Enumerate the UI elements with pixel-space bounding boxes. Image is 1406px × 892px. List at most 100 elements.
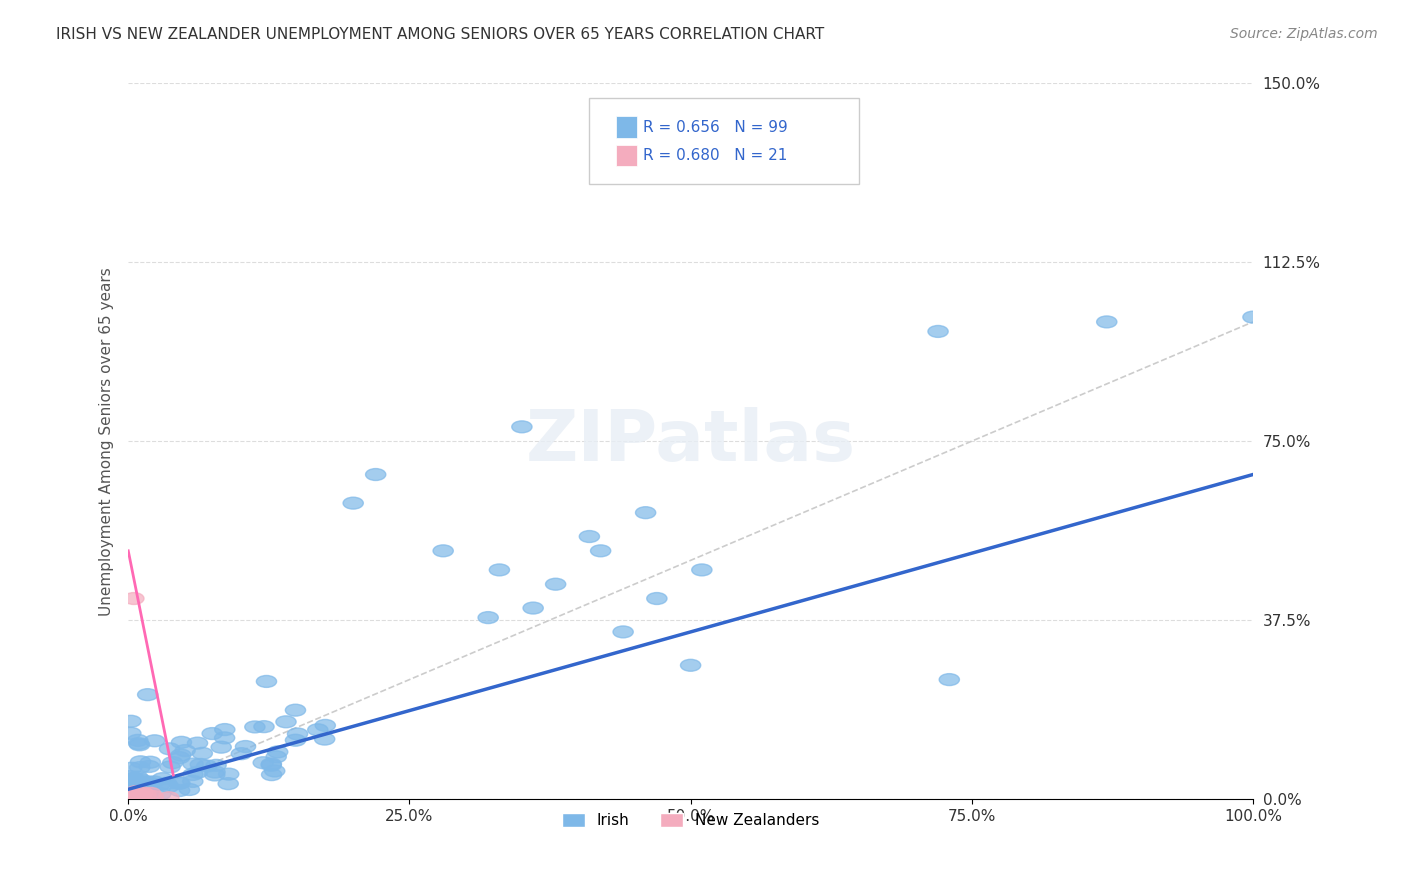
Ellipse shape xyxy=(512,421,531,433)
Ellipse shape xyxy=(235,740,256,753)
Ellipse shape xyxy=(636,507,655,518)
Ellipse shape xyxy=(218,768,239,780)
Ellipse shape xyxy=(141,788,160,799)
Ellipse shape xyxy=(128,790,148,803)
Ellipse shape xyxy=(139,761,159,772)
Ellipse shape xyxy=(159,792,179,804)
Ellipse shape xyxy=(187,737,208,749)
Ellipse shape xyxy=(170,749,191,761)
Ellipse shape xyxy=(121,792,141,804)
Ellipse shape xyxy=(124,789,143,801)
Ellipse shape xyxy=(121,788,142,800)
Ellipse shape xyxy=(138,689,157,700)
Ellipse shape xyxy=(231,747,252,760)
Ellipse shape xyxy=(120,791,139,803)
Ellipse shape xyxy=(124,592,143,605)
Ellipse shape xyxy=(143,790,163,803)
Ellipse shape xyxy=(1243,311,1263,323)
Ellipse shape xyxy=(262,759,281,772)
FancyBboxPatch shape xyxy=(616,145,637,167)
Ellipse shape xyxy=(613,626,633,638)
Ellipse shape xyxy=(546,578,565,591)
Ellipse shape xyxy=(129,784,150,797)
Ellipse shape xyxy=(129,762,150,773)
Ellipse shape xyxy=(160,761,180,772)
Ellipse shape xyxy=(131,756,150,768)
Ellipse shape xyxy=(193,747,212,759)
Ellipse shape xyxy=(135,778,155,789)
FancyBboxPatch shape xyxy=(616,116,637,137)
Ellipse shape xyxy=(187,766,208,778)
Ellipse shape xyxy=(285,704,305,716)
Ellipse shape xyxy=(256,675,277,688)
Ellipse shape xyxy=(125,789,146,801)
Ellipse shape xyxy=(928,326,948,337)
Text: IRISH VS NEW ZEALANDER UNEMPLOYMENT AMONG SENIORS OVER 65 YEARS CORRELATION CHAR: IRISH VS NEW ZEALANDER UNEMPLOYMENT AMON… xyxy=(56,27,824,42)
Text: R = 0.656   N = 99: R = 0.656 N = 99 xyxy=(644,120,789,135)
Ellipse shape xyxy=(124,775,145,788)
Ellipse shape xyxy=(122,791,142,804)
Ellipse shape xyxy=(205,766,225,778)
Ellipse shape xyxy=(128,734,148,747)
Ellipse shape xyxy=(132,787,153,799)
Ellipse shape xyxy=(478,612,498,624)
Ellipse shape xyxy=(262,769,281,780)
Ellipse shape xyxy=(262,758,281,770)
Ellipse shape xyxy=(245,721,264,733)
Ellipse shape xyxy=(170,785,190,797)
Text: ZIPatlas: ZIPatlas xyxy=(526,407,856,475)
Ellipse shape xyxy=(163,756,183,769)
Ellipse shape xyxy=(145,735,165,747)
Ellipse shape xyxy=(124,789,143,801)
Ellipse shape xyxy=(202,728,222,739)
Ellipse shape xyxy=(179,783,200,796)
Ellipse shape xyxy=(315,733,335,745)
Ellipse shape xyxy=(523,602,543,614)
Ellipse shape xyxy=(139,786,159,797)
Ellipse shape xyxy=(174,745,195,756)
Text: R = 0.680   N = 21: R = 0.680 N = 21 xyxy=(644,148,787,163)
Ellipse shape xyxy=(264,765,285,777)
Ellipse shape xyxy=(120,773,139,786)
Ellipse shape xyxy=(254,721,274,732)
Ellipse shape xyxy=(343,497,363,509)
Ellipse shape xyxy=(125,773,146,786)
Ellipse shape xyxy=(120,771,141,782)
Ellipse shape xyxy=(253,756,273,769)
Ellipse shape xyxy=(139,778,159,790)
Ellipse shape xyxy=(127,780,146,792)
Ellipse shape xyxy=(489,564,509,576)
Ellipse shape xyxy=(183,775,202,788)
Ellipse shape xyxy=(285,734,305,747)
Ellipse shape xyxy=(215,723,235,736)
Ellipse shape xyxy=(591,545,610,557)
Ellipse shape xyxy=(150,788,172,800)
Ellipse shape xyxy=(121,727,141,739)
Ellipse shape xyxy=(433,545,453,557)
Ellipse shape xyxy=(205,759,226,772)
Ellipse shape xyxy=(121,763,142,774)
Ellipse shape xyxy=(156,777,177,789)
Ellipse shape xyxy=(129,792,149,805)
Ellipse shape xyxy=(131,773,150,786)
FancyBboxPatch shape xyxy=(589,98,859,184)
Ellipse shape xyxy=(266,751,287,763)
Ellipse shape xyxy=(120,790,139,802)
Ellipse shape xyxy=(218,778,239,789)
Ellipse shape xyxy=(1097,316,1116,328)
Ellipse shape xyxy=(138,776,157,788)
Ellipse shape xyxy=(211,741,232,753)
Text: Source: ZipAtlas.com: Source: ZipAtlas.com xyxy=(1230,27,1378,41)
Ellipse shape xyxy=(287,728,308,739)
Ellipse shape xyxy=(205,769,225,780)
Ellipse shape xyxy=(129,739,149,751)
Ellipse shape xyxy=(127,786,146,797)
Ellipse shape xyxy=(152,772,173,785)
Ellipse shape xyxy=(121,715,141,727)
Ellipse shape xyxy=(143,776,165,788)
Ellipse shape xyxy=(276,716,297,728)
Ellipse shape xyxy=(308,723,328,736)
Ellipse shape xyxy=(159,743,180,755)
Ellipse shape xyxy=(579,531,599,542)
Legend: Irish, New Zealanders: Irish, New Zealanders xyxy=(555,807,825,834)
